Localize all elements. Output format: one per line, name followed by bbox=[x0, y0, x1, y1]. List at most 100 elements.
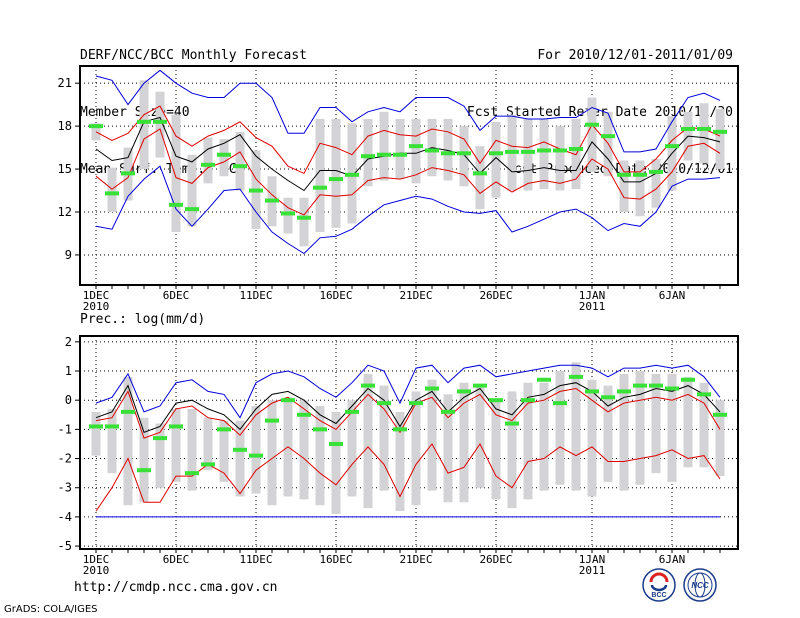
prec-box-16 bbox=[331, 411, 341, 514]
temp-ytick-label: 15 bbox=[58, 162, 72, 176]
prec-box-31 bbox=[571, 362, 581, 491]
prec-ytick-label: -4 bbox=[58, 510, 72, 524]
temp-box-32 bbox=[587, 97, 597, 172]
temp-box-29 bbox=[539, 118, 549, 190]
temp-box-5 bbox=[155, 91, 165, 158]
prec-xtick-label-1DEC: 1DEC bbox=[83, 553, 110, 566]
prec-box-4 bbox=[139, 417, 149, 503]
prec-obs-8 bbox=[201, 462, 215, 467]
prec-xtick-year-2011: 2011 bbox=[579, 564, 606, 577]
temp-box-34 bbox=[619, 160, 629, 212]
prec-ytick-label: 1 bbox=[65, 364, 72, 378]
temp-box-16 bbox=[331, 118, 341, 228]
ncc-logo: NCC bbox=[683, 568, 717, 602]
prec-obs-35 bbox=[633, 383, 647, 388]
temp-mean-line bbox=[95, 116, 721, 192]
temp-obs-4 bbox=[137, 119, 151, 124]
temp-obs-38 bbox=[681, 126, 695, 131]
prec-box-5 bbox=[155, 423, 165, 488]
grads-credit: GrADS: COLA/IGES bbox=[4, 604, 98, 615]
prec-ytick-label: 0 bbox=[65, 393, 72, 407]
prec-obs-18 bbox=[361, 383, 375, 388]
temp-box-39 bbox=[699, 103, 709, 164]
temp-obs-2 bbox=[105, 191, 119, 196]
prec-obs-10 bbox=[233, 447, 247, 452]
temp-obs-1 bbox=[89, 124, 103, 129]
prec-box-28 bbox=[523, 382, 533, 500]
prec-obs-26 bbox=[489, 398, 503, 403]
temp-xtick-label-1JAN: 1JAN bbox=[579, 289, 606, 302]
temp-box-10 bbox=[235, 131, 245, 191]
prec-box-25 bbox=[475, 385, 485, 488]
prec-xtick-label-1JAN: 1JAN bbox=[579, 553, 606, 566]
prec-obs-17 bbox=[345, 409, 359, 414]
temp-box-2 bbox=[107, 167, 117, 212]
temp-lower-line bbox=[95, 128, 721, 216]
temp-xtick-label-1DEC: 1DEC bbox=[83, 289, 110, 302]
temp-obs-22 bbox=[425, 148, 439, 153]
temp-obs-31 bbox=[569, 147, 583, 152]
temp-xtick-label-21DEC: 21DEC bbox=[399, 289, 432, 302]
bcc-logo-text: BCC bbox=[651, 592, 666, 599]
temp-obs-10 bbox=[233, 164, 247, 169]
temp-obs-5 bbox=[153, 119, 167, 124]
temp-box-6 bbox=[171, 114, 181, 233]
prec-box-10 bbox=[235, 420, 245, 497]
temp-obs-18 bbox=[361, 154, 375, 159]
prec-variable-label: Prec.: log(mm/d) bbox=[80, 312, 205, 327]
prec-obs-21 bbox=[409, 401, 423, 406]
temp-xtick-year-2011: 2011 bbox=[579, 300, 606, 313]
prec-mean-line bbox=[95, 382, 721, 433]
prec-box-37 bbox=[667, 373, 677, 482]
temp-box-18 bbox=[363, 118, 373, 187]
temp-min-line bbox=[95, 165, 721, 255]
temp-xtick-label-6JAN: 6JAN bbox=[659, 289, 686, 302]
temp-box-4 bbox=[139, 80, 149, 170]
temp-box-20 bbox=[395, 118, 405, 180]
temp-obs-17 bbox=[345, 172, 359, 177]
prec-box-22 bbox=[427, 379, 437, 491]
ncc-logo-meridian bbox=[694, 572, 706, 598]
temp-box-21 bbox=[411, 118, 421, 184]
temp-obs-40 bbox=[713, 129, 727, 134]
prec-chart: Prec.: log(mm/d)-5-4-3-2-10121DEC20106DE… bbox=[58, 312, 739, 577]
temp-obs-7 bbox=[185, 207, 199, 212]
prec-obs-2 bbox=[105, 424, 119, 429]
temp-obs-29 bbox=[537, 148, 551, 153]
prec-obs-19 bbox=[377, 401, 391, 406]
temp-obs-21 bbox=[409, 144, 423, 149]
prec-box-29 bbox=[539, 382, 549, 491]
temp-upper-line bbox=[95, 105, 721, 175]
temp-ytick-label: 12 bbox=[58, 205, 72, 219]
temp-obs-36 bbox=[649, 169, 663, 174]
temp-box-28 bbox=[523, 118, 533, 191]
temp-obs-27 bbox=[505, 149, 519, 154]
temp-box-30 bbox=[555, 126, 565, 191]
temp-obs-11 bbox=[249, 188, 263, 193]
prec-obs-24 bbox=[457, 389, 471, 394]
prec-obs-37 bbox=[665, 386, 679, 391]
prec-ytick-label: -3 bbox=[58, 481, 72, 495]
prec-box-3 bbox=[123, 376, 133, 506]
temp-obs-14 bbox=[297, 215, 311, 220]
prec-box-2 bbox=[107, 408, 117, 474]
temp-plot-frame bbox=[79, 65, 739, 286]
temp-obs-12 bbox=[265, 198, 279, 203]
temp-box-9 bbox=[219, 139, 229, 177]
temp-obs-9 bbox=[217, 152, 231, 157]
prec-box-21 bbox=[411, 391, 421, 506]
prec-lower-line bbox=[95, 443, 721, 512]
prec-ytick-label: -1 bbox=[58, 422, 72, 436]
prec-obs-25 bbox=[473, 383, 487, 388]
prec-obs-11 bbox=[249, 453, 263, 458]
prec-max-line bbox=[95, 364, 721, 419]
temp-box-23 bbox=[443, 118, 453, 181]
prec-box-18 bbox=[363, 373, 373, 509]
temp-obs-8 bbox=[201, 162, 215, 167]
prec-xtick-label-6JAN: 6JAN bbox=[659, 553, 686, 566]
footer-url[interactable]: http://cmdp.ncc.cma.gov.cn bbox=[74, 580, 278, 595]
prec-xtick-label-11DEC: 11DEC bbox=[239, 553, 272, 566]
prec-box-17 bbox=[347, 400, 357, 497]
prec-box-36 bbox=[651, 373, 661, 474]
